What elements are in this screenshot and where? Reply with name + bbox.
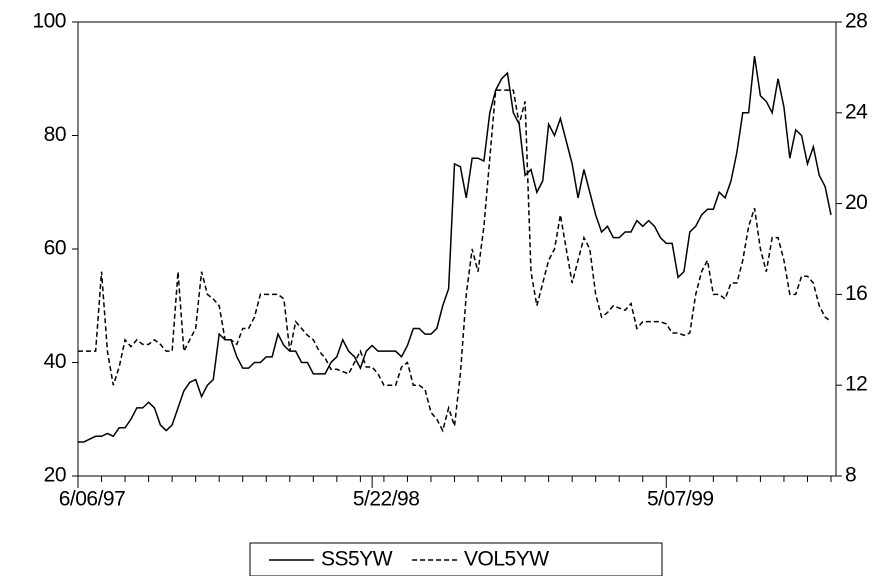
legend: SS5YW VOL5YW: [249, 542, 663, 576]
x-tick-label: 5/22/98: [353, 488, 420, 511]
legend-box: [249, 542, 663, 576]
y-tick-label: 60: [44, 237, 66, 260]
y-tick-label: 100: [32, 10, 66, 33]
series-line: [78, 55, 832, 443]
y-tick-label: 20: [44, 464, 66, 487]
y2-tick-label: 16: [845, 282, 867, 305]
legend-label: SS5YW: [321, 548, 393, 571]
y2-tick-label: 24: [845, 100, 868, 123]
legend-label: VOL5YW: [464, 548, 549, 571]
y-tick-label: 80: [44, 123, 66, 146]
series-line: [78, 89, 832, 433]
y2-tick-label: 20: [845, 191, 867, 214]
y2-tick-label: 8: [845, 464, 856, 487]
y-tick-label: 40: [44, 350, 66, 373]
y2-tick-label: 28: [845, 10, 867, 33]
x-tick-label: 6/06/97: [59, 488, 126, 511]
x-tick-label: 5/07/99: [647, 488, 714, 511]
y2-tick-label: 12: [845, 373, 867, 396]
